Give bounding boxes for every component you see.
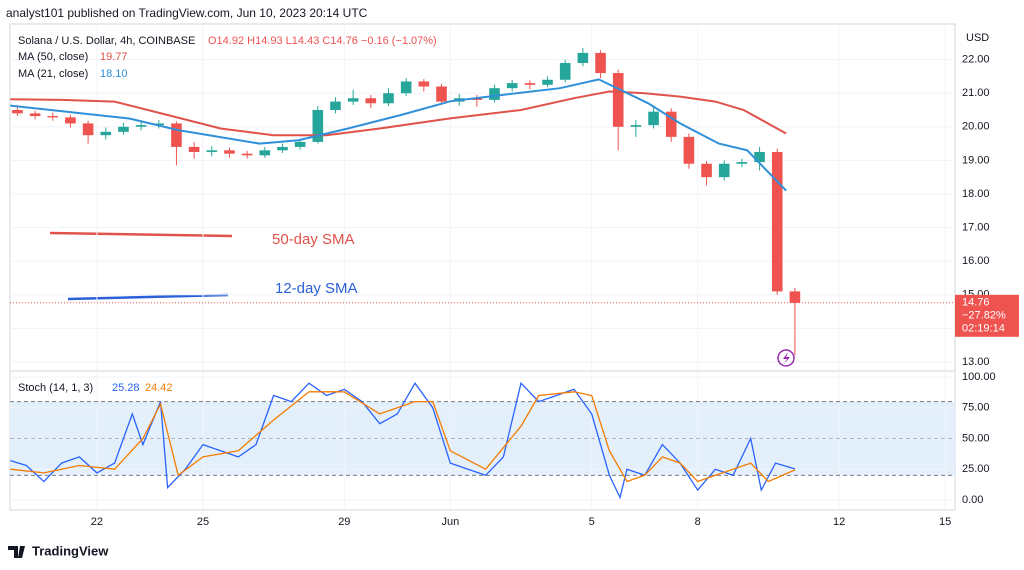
last-price-box [955, 294, 1019, 337]
candle-body [294, 141, 306, 147]
ohlc-label: O14.92 H14.93 L14.43 C14.76 −0.16 (−1.07… [208, 35, 437, 47]
x-tick-label: 15 [939, 516, 951, 528]
candle-body [206, 150, 218, 152]
candle-body [665, 111, 677, 137]
plot-frame [9, 23, 956, 511]
header: analyst101 published on TradingView.com,… [6, 6, 368, 20]
logo [8, 546, 25, 558]
annotation: 12-day SMA [275, 280, 358, 297]
x-tick-label: 12 [833, 516, 845, 528]
y-tick-label: 16.00 [962, 255, 990, 267]
last-price-label: 02:19:14 [962, 323, 1005, 335]
event-icon-bolt [783, 352, 790, 364]
candle-body [471, 98, 483, 100]
y-tick-label: 17.00 [962, 221, 990, 233]
candle-body [365, 98, 377, 104]
y-tick-label: 75.00 [962, 402, 990, 414]
candle-body [489, 88, 500, 100]
candle-body [771, 151, 783, 292]
y-tick-label: 21.00 [962, 87, 990, 99]
last-price-label: 14.76 [962, 297, 990, 309]
candle-body [65, 117, 76, 124]
y-tick-label: 25.00 [962, 463, 990, 475]
candle-body [241, 153, 253, 156]
line-series [10, 391, 796, 483]
candle-body [683, 136, 695, 164]
candle-body [630, 125, 642, 127]
candle-body [506, 83, 518, 89]
symbol-title: Solana / U.S. Dollar, 4h, COINBASE [18, 35, 195, 47]
candle-body [312, 109, 324, 142]
legend-value: 25.28 [112, 382, 140, 394]
line-series [10, 78, 787, 192]
candle-body [524, 83, 536, 85]
y-tick-label: 0.00 [962, 494, 983, 506]
candle-body [542, 79, 553, 85]
annotation-line [67, 293, 229, 301]
candle-body [383, 93, 394, 104]
candle-body [171, 123, 182, 147]
candle-body [347, 98, 359, 102]
candle-body [82, 123, 94, 136]
y-tick-label: 22.00 [962, 54, 990, 66]
candle-body [330, 101, 341, 110]
candle-body [648, 111, 659, 126]
candle-body [118, 126, 129, 132]
legend-value: 18.10 [100, 68, 128, 80]
legend-label: MA (50, close) [18, 51, 88, 63]
x-tick-label: 29 [338, 516, 350, 528]
y-tick-label: 50.00 [962, 432, 990, 444]
x-tick-label: 25 [197, 516, 209, 528]
candle-body [224, 150, 235, 154]
candle-body [718, 163, 730, 178]
y-tick-label: 13.00 [962, 356, 990, 368]
candle-body [259, 150, 271, 156]
y-tick-label: 20.00 [962, 121, 990, 133]
x-tick-label: 8 [695, 516, 701, 528]
candle-body [29, 113, 41, 117]
legend-value: 19.77 [100, 51, 128, 63]
candle-body [736, 162, 748, 164]
candle-body [612, 73, 624, 127]
candle-body [188, 146, 200, 152]
legend-value: 24.42 [145, 382, 173, 394]
annotation: 50-day SMA [272, 231, 355, 248]
unit-label: USD [966, 32, 989, 44]
x-tick-label: 5 [589, 516, 595, 528]
candle-body [559, 62, 571, 80]
x-tick-label: 22 [91, 516, 103, 528]
candle-body [754, 151, 765, 163]
candle-body [701, 163, 712, 178]
x-tick-label: Jun [441, 516, 459, 528]
candle-body [47, 116, 59, 118]
candle-body [418, 81, 430, 87]
candle-body [789, 291, 801, 303]
y-tick-label: 19.00 [962, 154, 990, 166]
line-series [10, 90, 787, 137]
footer: TradingView [32, 543, 109, 558]
candle-body [436, 86, 447, 102]
candle-body [577, 52, 589, 63]
candle-body [595, 52, 606, 74]
y-tick-label: 100.00 [962, 371, 996, 383]
stoch-title: Stoch (14, 1, 3) [18, 382, 93, 394]
legend-label: MA (21, close) [18, 68, 88, 80]
candle-body [277, 146, 288, 151]
y-tick-label: 18.00 [962, 188, 990, 200]
last-price-label: −27.82% [962, 310, 1006, 322]
candle-body [400, 81, 412, 94]
candle-body [135, 125, 147, 127]
candle-body [153, 123, 165, 126]
event-icon[interactable] [777, 349, 795, 367]
candle-body [12, 109, 23, 114]
candle-body [100, 131, 112, 136]
annotation-line [49, 231, 233, 238]
